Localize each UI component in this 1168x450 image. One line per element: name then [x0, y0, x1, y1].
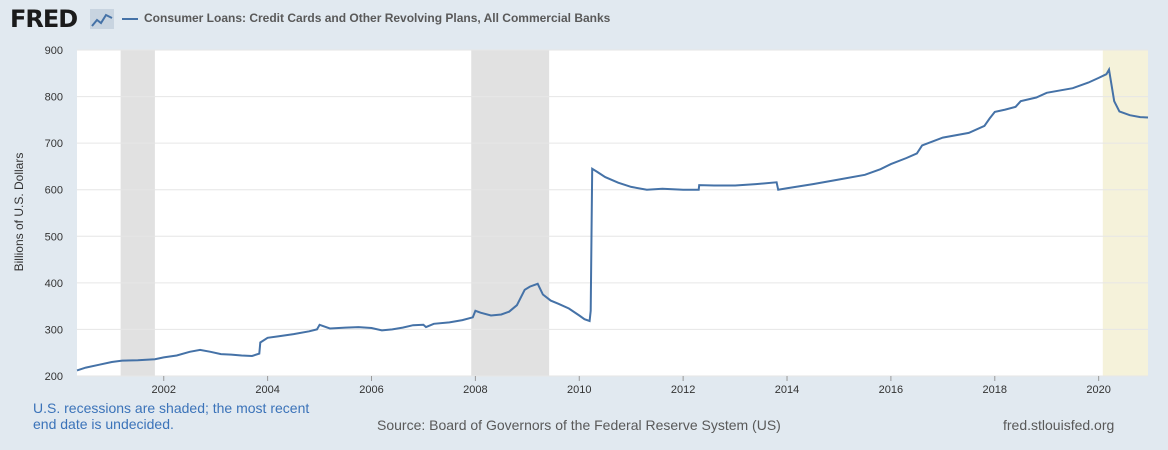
x-tick-2006: 2006: [359, 384, 383, 396]
x-tick-labels: 2002 2004 2006 2008 2010 2012 2014 2016 2018 2020: [151, 376, 1111, 396]
recession-band-2: [471, 50, 550, 376]
line-chart-icon: [90, 9, 114, 29]
series-line[interactable]: [76, 66, 1149, 372]
fred-logo[interactable]: FRED: [10, 5, 78, 33]
y-tick-700: 700: [45, 138, 63, 150]
y-axis-label: Billions of U.S. Dollars: [12, 153, 26, 272]
y-tick-labels: 200 300 400 500 600 700 800 900: [45, 45, 63, 383]
y-tick-900: 900: [45, 45, 63, 57]
x-tick-2002: 2002: [151, 384, 175, 396]
y-tick-800: 800: [45, 92, 63, 104]
chart-header: FRED Consumer Loans: Credit Cards and Ot…: [0, 0, 1168, 40]
x-tick-2014: 2014: [775, 384, 799, 396]
x-tick-2004: 2004: [255, 384, 279, 396]
y-tick-300: 300: [45, 324, 63, 336]
legend-swatch: [122, 18, 138, 20]
x-tick-2016: 2016: [879, 384, 903, 396]
x-tick-2010: 2010: [567, 384, 591, 396]
legend-series-title[interactable]: Consumer Loans: Credit Cards and Other R…: [144, 11, 611, 25]
site-link[interactable]: fred.stlouisfed.org: [1003, 417, 1115, 433]
y-tick-400: 400: [45, 278, 63, 290]
recession-note[interactable]: U.S. recessions are shaded; the most rec…: [33, 400, 310, 432]
y-gridlines: [77, 49, 1148, 377]
y-tick-500: 500: [45, 231, 63, 243]
plot-background: [77, 50, 1148, 376]
recession-shading: [120, 50, 1148, 376]
x-tick-2020: 2020: [1086, 384, 1110, 396]
y-tick-600: 600: [45, 185, 63, 197]
x-tick-2018: 2018: [983, 384, 1007, 396]
x-tick-2012: 2012: [671, 384, 695, 396]
x-tick-2008: 2008: [463, 384, 487, 396]
source-note[interactable]: Source: Board of Governors of the Federa…: [377, 417, 781, 433]
recession-band-1: [120, 50, 155, 376]
recession-band-3: [1102, 50, 1148, 376]
y-tick-200: 200: [45, 371, 63, 383]
